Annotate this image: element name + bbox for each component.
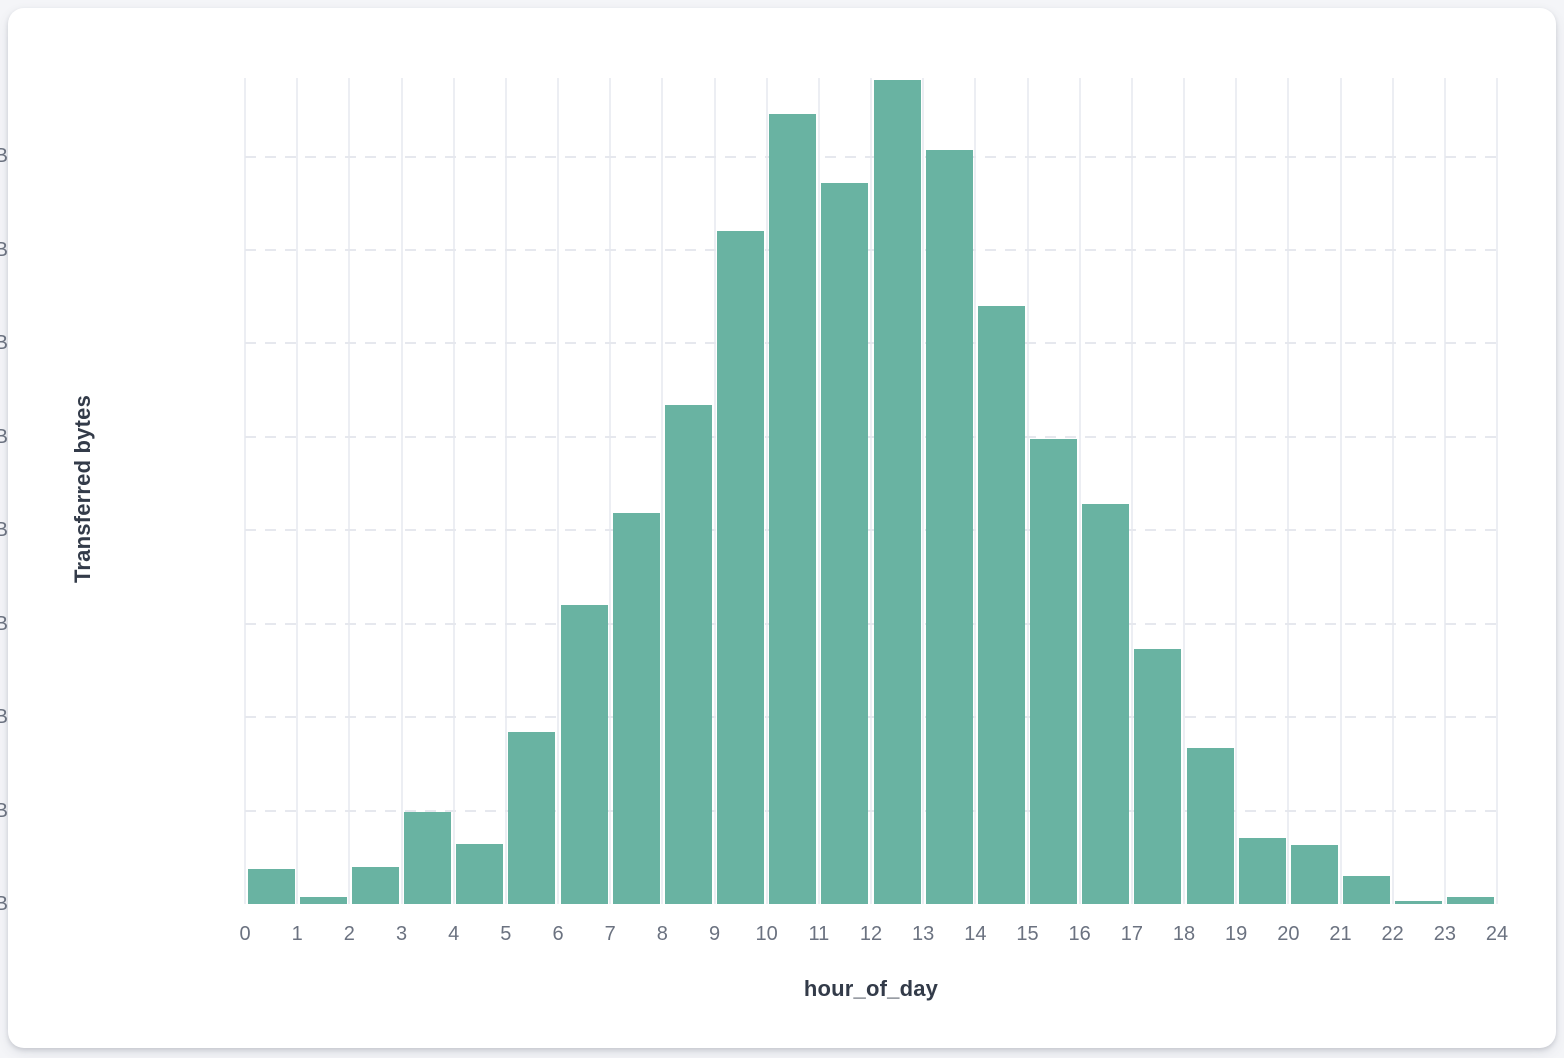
ytick-label: 195.31KB <box>0 799 8 822</box>
ytick-label: 976.56KB <box>0 425 8 448</box>
bar-hour-6[interactable] <box>560 604 608 904</box>
y-axis-title: Transferred bytes <box>70 394 95 584</box>
bar-hour-10[interactable] <box>769 113 817 904</box>
bar-hour-18[interactable] <box>1186 747 1234 904</box>
vertical-gridline <box>1339 78 1342 904</box>
vertical-gridline <box>661 78 664 904</box>
bar-hour-0[interactable] <box>247 869 295 904</box>
xtick-label: 15 <box>1016 923 1039 945</box>
xtick-label: 19 <box>1225 923 1248 945</box>
vertical-gridline <box>1391 78 1394 904</box>
xtick-label: 11 <box>808 923 830 945</box>
horizontal-gridline <box>245 716 1497 719</box>
xtick-label: 14 <box>964 923 987 945</box>
xtick-label: 10 <box>755 923 778 945</box>
bar-hour-12[interactable] <box>873 79 921 904</box>
horizontal-gridline <box>245 248 1497 251</box>
vertical-gridline <box>557 78 559 904</box>
bar-hour-22[interactable] <box>1395 900 1443 904</box>
bar-hour-17[interactable] <box>1134 648 1182 904</box>
ytick-label: 0.00B <box>0 893 8 915</box>
horizontal-gridline <box>245 529 1497 532</box>
bar-hour-15[interactable] <box>1030 438 1078 904</box>
vertical-gridline <box>452 78 455 904</box>
vertical-gridline <box>1026 78 1029 904</box>
chart-card: Transferred bytes 0.00B 195.31KB 390.63KB 5… <box>0 8 1556 1048</box>
xtick-label: 21 <box>1329 923 1352 945</box>
vertical-gridline <box>296 78 299 904</box>
vertical-gridline <box>1130 78 1133 904</box>
horizontal-gridline <box>245 809 1497 812</box>
vertical-gridline <box>609 78 612 904</box>
xtick-label: 7 <box>604 923 616 945</box>
vertical-gridline <box>1183 78 1185 904</box>
xtick-label: 24 <box>1485 923 1509 945</box>
ytick-label: 781.25KB <box>0 519 8 542</box>
xtick-label: 0 <box>239 923 251 945</box>
xtick-label: 4 <box>448 923 460 945</box>
vertical-gridline <box>1496 78 1498 904</box>
bar-hour-1[interactable] <box>299 896 347 904</box>
horizontal-gridline <box>245 622 1497 625</box>
bar-hour-2[interactable] <box>351 866 399 904</box>
xtick-label: 16 <box>1068 923 1091 945</box>
vertical-gridline <box>1443 78 1446 904</box>
ytick-label: 1.14MB <box>0 332 8 355</box>
vertical-gridline <box>870 78 872 904</box>
xtick-label: 8 <box>656 923 668 945</box>
xtick-label: 18 <box>1172 923 1196 945</box>
bar-hour-23[interactable] <box>1447 897 1495 904</box>
xtick-label: 22 <box>1381 923 1404 945</box>
bar-hour-16[interactable] <box>1082 503 1130 904</box>
xtick-label: 3 <box>395 923 408 945</box>
ytick-label: 390.63KB <box>0 706 8 729</box>
bar-hour-5[interactable] <box>508 731 556 904</box>
xtick-label: 20 <box>1277 923 1300 945</box>
bar-hour-7[interactable] <box>612 512 660 904</box>
xtick-label: 6 <box>552 923 564 945</box>
vertical-gridline <box>400 78 403 904</box>
xtick-label: 12 <box>859 923 883 945</box>
bar-hour-9[interactable] <box>717 230 765 904</box>
xtick-label: 1 <box>291 923 303 945</box>
xtick-label: 17 <box>1120 923 1143 945</box>
bar-hour-14[interactable] <box>977 306 1025 904</box>
vertical-gridline <box>244 78 246 904</box>
horizontal-gridline <box>245 435 1497 438</box>
vertical-gridline <box>1078 78 1081 904</box>
bar-hour-8[interactable] <box>664 404 712 904</box>
bar-hour-19[interactable] <box>1238 837 1286 904</box>
vertical-gridline <box>1235 78 1238 904</box>
vertical-gridline <box>713 78 716 904</box>
xtick-label: 23 <box>1433 923 1456 945</box>
vertical-gridline <box>974 78 977 904</box>
bar-hour-21[interactable] <box>1343 875 1391 904</box>
vertical-gridline <box>922 78 925 904</box>
x-axis-title: hour_of_day <box>803 976 939 1001</box>
horizontal-gridline <box>245 342 1497 345</box>
ytick-label: 585.94KB <box>0 612 8 635</box>
bar-hour-3[interactable] <box>404 811 452 904</box>
vertical-gridline <box>765 78 768 904</box>
vertical-gridline <box>817 78 820 904</box>
bar-hour-20[interactable] <box>1290 844 1338 904</box>
horizontal-gridline <box>245 155 1497 158</box>
vertical-gridline <box>1287 78 1290 904</box>
vertical-gridline <box>504 78 507 904</box>
bar-hour-13[interactable] <box>925 149 973 904</box>
ytick-label: 1.53MB <box>0 145 8 168</box>
xtick-label: 13 <box>912 923 935 945</box>
ytick-label: 1.34MB <box>0 238 8 261</box>
xtick-label: 5 <box>500 923 512 945</box>
bar-hour-11[interactable] <box>821 183 869 904</box>
xtick-label: 9 <box>708 923 721 945</box>
vertical-gridline <box>348 78 351 904</box>
plot-area <box>244 78 1498 904</box>
bar-hour-4[interactable] <box>456 844 504 904</box>
xtick-label: 2 <box>343 923 355 945</box>
